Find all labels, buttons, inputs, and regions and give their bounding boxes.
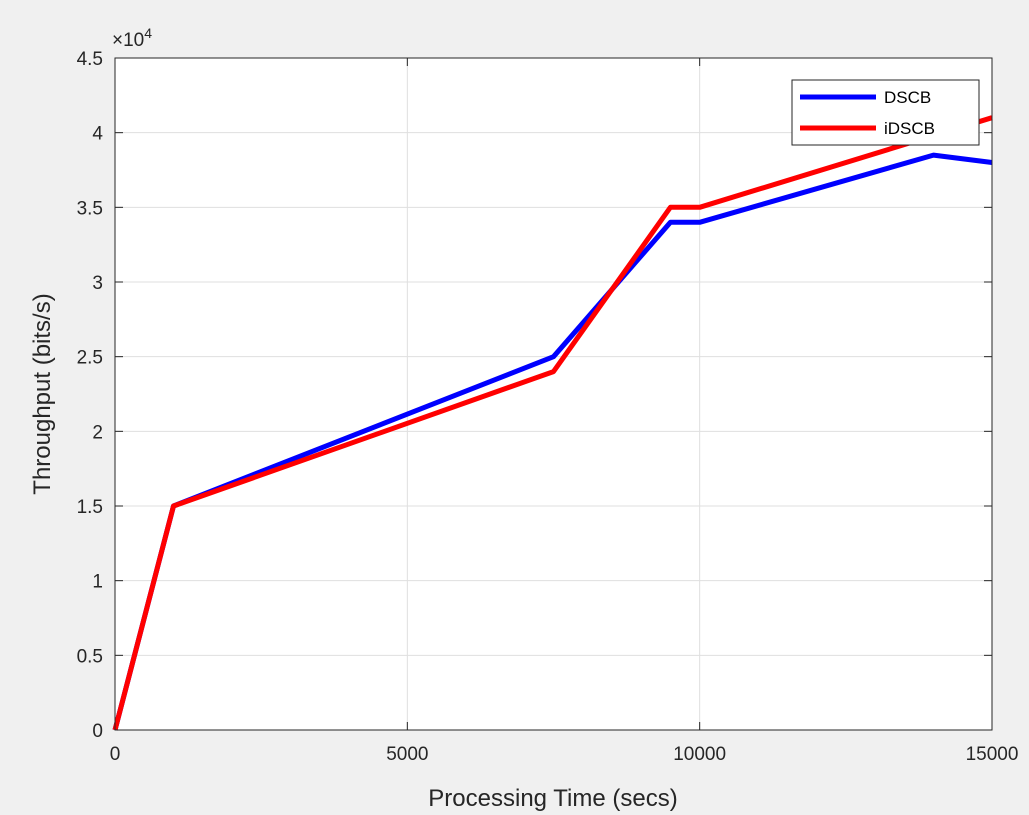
x-tick-label: 0 (110, 744, 121, 765)
y-exponent-multiplier: ×104 (112, 25, 152, 51)
x-tick-label: 10000 (673, 744, 726, 765)
x-tick-labels: 0 5000 10000 15000 (110, 744, 1019, 765)
legend: DSCB iDSCB (791, 79, 980, 146)
y-tick-label: 1.5 (77, 497, 103, 518)
y-tick-label: 0.5 (77, 646, 103, 667)
y-tick-label: 1 (92, 572, 103, 593)
x-tick-label: 15000 (966, 744, 1019, 765)
y-tick-labels: 0 0.5 1 1.5 2 2.5 3 3.5 4 4.5 (77, 49, 104, 742)
y-tick-label: 0 (92, 721, 103, 742)
legend-box (791, 79, 980, 146)
series-line-idscb (112, 115, 993, 731)
axes-box (114, 57, 993, 731)
y-tick-label: 3 (92, 273, 103, 294)
legend-label-dscb: DSCB (884, 88, 931, 107)
y-axis-label: Throughput (bits/s) (29, 293, 56, 494)
y-tick-label: 2.5 (77, 348, 103, 369)
legend-label-idscb: iDSCB (884, 119, 935, 138)
x-axis-label: Processing Time (secs) (428, 785, 677, 812)
y-tick-label: 4.5 (77, 49, 103, 70)
ticks (114, 57, 993, 731)
y-tick-label: 4 (92, 124, 103, 145)
series-layer (112, 115, 993, 731)
y-tick-label: 2 (92, 422, 103, 443)
plot-area (115, 58, 992, 730)
x-tick-label: 5000 (386, 744, 428, 765)
y-tick-label: 3.5 (77, 198, 103, 219)
